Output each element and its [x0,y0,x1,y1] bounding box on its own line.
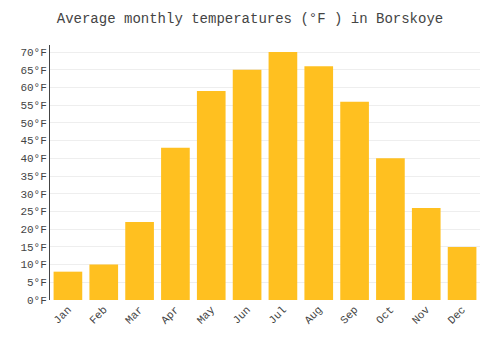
svg-text:Feb: Feb [87,304,109,326]
svg-text:May: May [195,304,218,327]
svg-text:70°F: 70°F [20,47,46,59]
svg-text:Average monthly temperatures (: Average monthly temperatures (°F ) in Bo… [57,11,443,27]
svg-text:45°F: 45°F [20,135,46,147]
svg-text:50°F: 50°F [20,118,46,130]
svg-text:Dec: Dec [446,304,468,326]
svg-text:0°F: 0°F [27,295,47,307]
svg-text:65°F: 65°F [20,65,46,77]
svg-text:55°F: 55°F [20,100,46,112]
svg-text:Jul: Jul [266,304,288,326]
svg-text:60°F: 60°F [20,82,46,94]
svg-text:10°F: 10°F [20,259,46,271]
svg-text:35°F: 35°F [20,171,46,183]
svg-text:Apr: Apr [159,304,181,326]
svg-text:5°F: 5°F [27,277,47,289]
svg-text:40°F: 40°F [20,153,46,165]
svg-text:Oct: Oct [374,304,396,326]
svg-text:Nov: Nov [410,304,433,327]
svg-text:Sep: Sep [338,304,360,326]
svg-text:25°F: 25°F [20,206,46,218]
svg-text:Mar: Mar [123,304,145,326]
svg-text:Aug: Aug [302,304,324,326]
svg-text:15°F: 15°F [20,242,46,254]
svg-text:Jan: Jan [51,304,73,326]
svg-text:Jun: Jun [231,304,253,326]
svg-text:30°F: 30°F [20,189,46,201]
svg-text:20°F: 20°F [20,224,46,236]
